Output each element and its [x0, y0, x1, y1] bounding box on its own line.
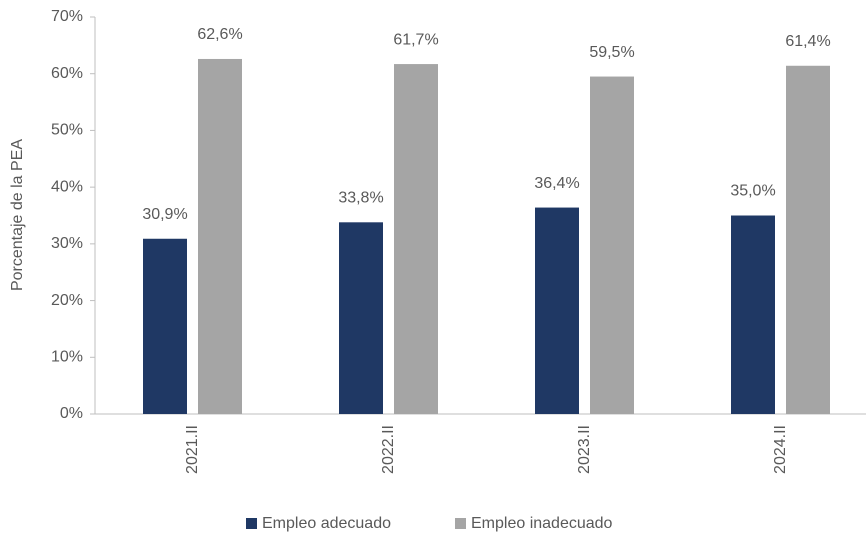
value-label: 30,9%: [142, 206, 187, 223]
bar: [731, 215, 775, 414]
bar: [535, 207, 579, 414]
x-tick-label: 2023.II: [576, 425, 593, 474]
bar: [339, 222, 383, 414]
value-label: 35,0%: [730, 183, 775, 200]
legend-swatch: [246, 518, 257, 529]
bar: [143, 238, 187, 414]
legend-label: Empleo adecuado: [262, 515, 391, 532]
bar: [786, 65, 830, 414]
y-tick-label: 50%: [51, 122, 83, 139]
x-tick-label: 2022.II: [380, 425, 397, 474]
value-label: 61,4%: [785, 33, 830, 50]
bar: [198, 58, 242, 415]
y-tick-label: 40%: [51, 178, 83, 195]
y-axis-label: Porcentaje de la PEA: [9, 139, 26, 291]
x-tick-label: 2024.II: [772, 425, 789, 474]
y-tick-label: 20%: [51, 292, 83, 309]
value-label: 61,7%: [393, 31, 438, 48]
y-tick-label: 60%: [51, 65, 83, 82]
y-tick-label: 30%: [51, 235, 83, 252]
y-tick-label: 70%: [51, 8, 83, 25]
value-label: 33,8%: [338, 190, 383, 207]
y-tick-label: 0%: [60, 405, 83, 422]
value-label: 59,5%: [589, 44, 634, 61]
bar: [394, 64, 438, 414]
value-label: 36,4%: [534, 175, 579, 192]
bar: [590, 76, 634, 415]
legend-swatch: [455, 518, 466, 529]
value-label: 62,6%: [197, 26, 242, 43]
legend-label: Empleo inadecuado: [471, 515, 613, 532]
x-tick-label: 2021.II: [184, 425, 201, 474]
y-tick-label: 10%: [51, 349, 83, 366]
